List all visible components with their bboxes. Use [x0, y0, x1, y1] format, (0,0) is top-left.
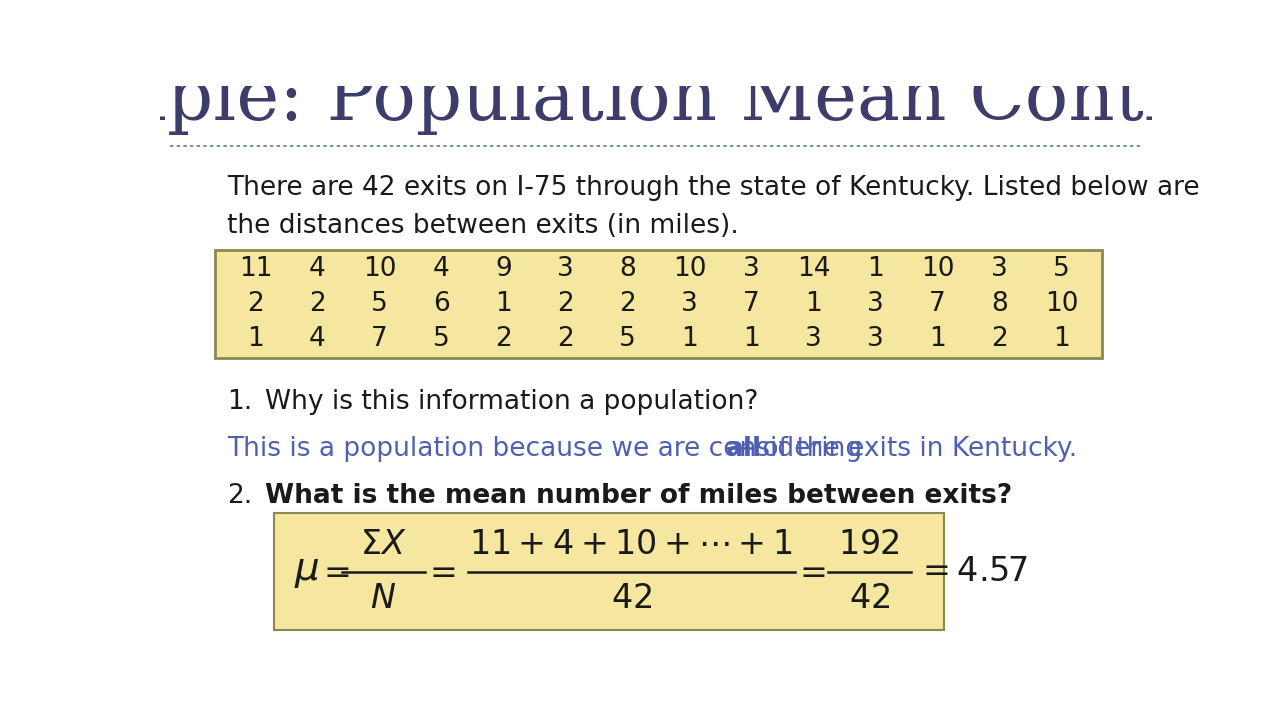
Text: 1: 1: [1053, 325, 1070, 351]
Text: 3: 3: [991, 256, 1007, 282]
Text: 10: 10: [920, 256, 954, 282]
Text: 1: 1: [805, 291, 822, 317]
Text: 1.: 1.: [228, 389, 252, 415]
Text: 2: 2: [247, 291, 264, 317]
Text: 4: 4: [308, 256, 326, 282]
Text: 2: 2: [557, 291, 573, 317]
Text: 1: 1: [929, 325, 946, 351]
Text: $11 + 4 + 10 + \cdots + 1$: $11 + 4 + 10 + \cdots + 1$: [470, 528, 794, 562]
Text: 6: 6: [433, 291, 449, 317]
Text: Example: Population Mean Continued: Example: Population Mean Continued: [0, 64, 1280, 135]
Text: $\mu$: $\mu$: [294, 552, 320, 590]
Text: 4: 4: [433, 256, 449, 282]
Text: $=$: $=$: [424, 555, 456, 588]
Text: 2: 2: [557, 325, 573, 351]
Text: 5: 5: [433, 325, 449, 351]
Text: $\Sigma X$: $\Sigma X$: [360, 528, 407, 562]
Text: 9: 9: [495, 256, 512, 282]
Text: $=$: $=$: [794, 555, 826, 588]
Text: 1: 1: [495, 291, 512, 317]
Text: Why is this information a population?: Why is this information a population?: [265, 389, 759, 415]
Text: 3: 3: [557, 256, 573, 282]
Text: 2.: 2.: [228, 483, 252, 509]
Text: $42$: $42$: [849, 582, 890, 615]
Text: 7: 7: [929, 291, 946, 317]
Text: $42$: $42$: [611, 582, 652, 615]
Text: 5: 5: [1053, 256, 1070, 282]
Text: 14: 14: [796, 256, 831, 282]
Text: What is the mean number of miles between exits?: What is the mean number of miles between…: [265, 483, 1012, 509]
Text: all: all: [726, 436, 763, 462]
Text: 7: 7: [371, 325, 388, 351]
Text: 1: 1: [681, 325, 698, 351]
Text: $N$: $N$: [370, 582, 397, 615]
Text: 3: 3: [805, 325, 822, 351]
Text: 3: 3: [681, 291, 698, 317]
Text: 2: 2: [991, 325, 1007, 351]
Text: This is a population because we are considering: This is a population because we are cons…: [228, 436, 870, 462]
Text: 10: 10: [1044, 291, 1078, 317]
Text: 1: 1: [867, 256, 884, 282]
Text: 8: 8: [620, 256, 636, 282]
Text: 3: 3: [867, 325, 884, 351]
Text: 3: 3: [867, 291, 884, 317]
Text: 10: 10: [362, 256, 397, 282]
Text: $=$: $=$: [317, 555, 349, 588]
Text: 7: 7: [744, 291, 760, 317]
Text: There are 42 exits on I-75 through the state of Kentucky. Listed below are
the d: There are 42 exits on I-75 through the s…: [228, 175, 1201, 239]
Text: 1: 1: [744, 325, 760, 351]
Text: 2: 2: [495, 325, 512, 351]
Text: 10: 10: [673, 256, 707, 282]
Text: 1: 1: [247, 325, 264, 351]
Text: 2: 2: [308, 291, 326, 317]
Text: 8: 8: [991, 291, 1007, 317]
Text: 11: 11: [239, 256, 273, 282]
Text: 3: 3: [744, 256, 760, 282]
Text: of the exits in Kentucky.: of the exits in Kentucky.: [754, 436, 1078, 462]
FancyBboxPatch shape: [274, 513, 943, 630]
Text: 4: 4: [308, 325, 326, 351]
Text: 5: 5: [371, 291, 388, 317]
Text: 2: 2: [620, 291, 636, 317]
FancyBboxPatch shape: [215, 250, 1102, 358]
Text: 5: 5: [620, 325, 636, 351]
Text: $= 4.57$: $= 4.57$: [916, 555, 1028, 588]
Text: $192$: $192$: [838, 528, 900, 562]
